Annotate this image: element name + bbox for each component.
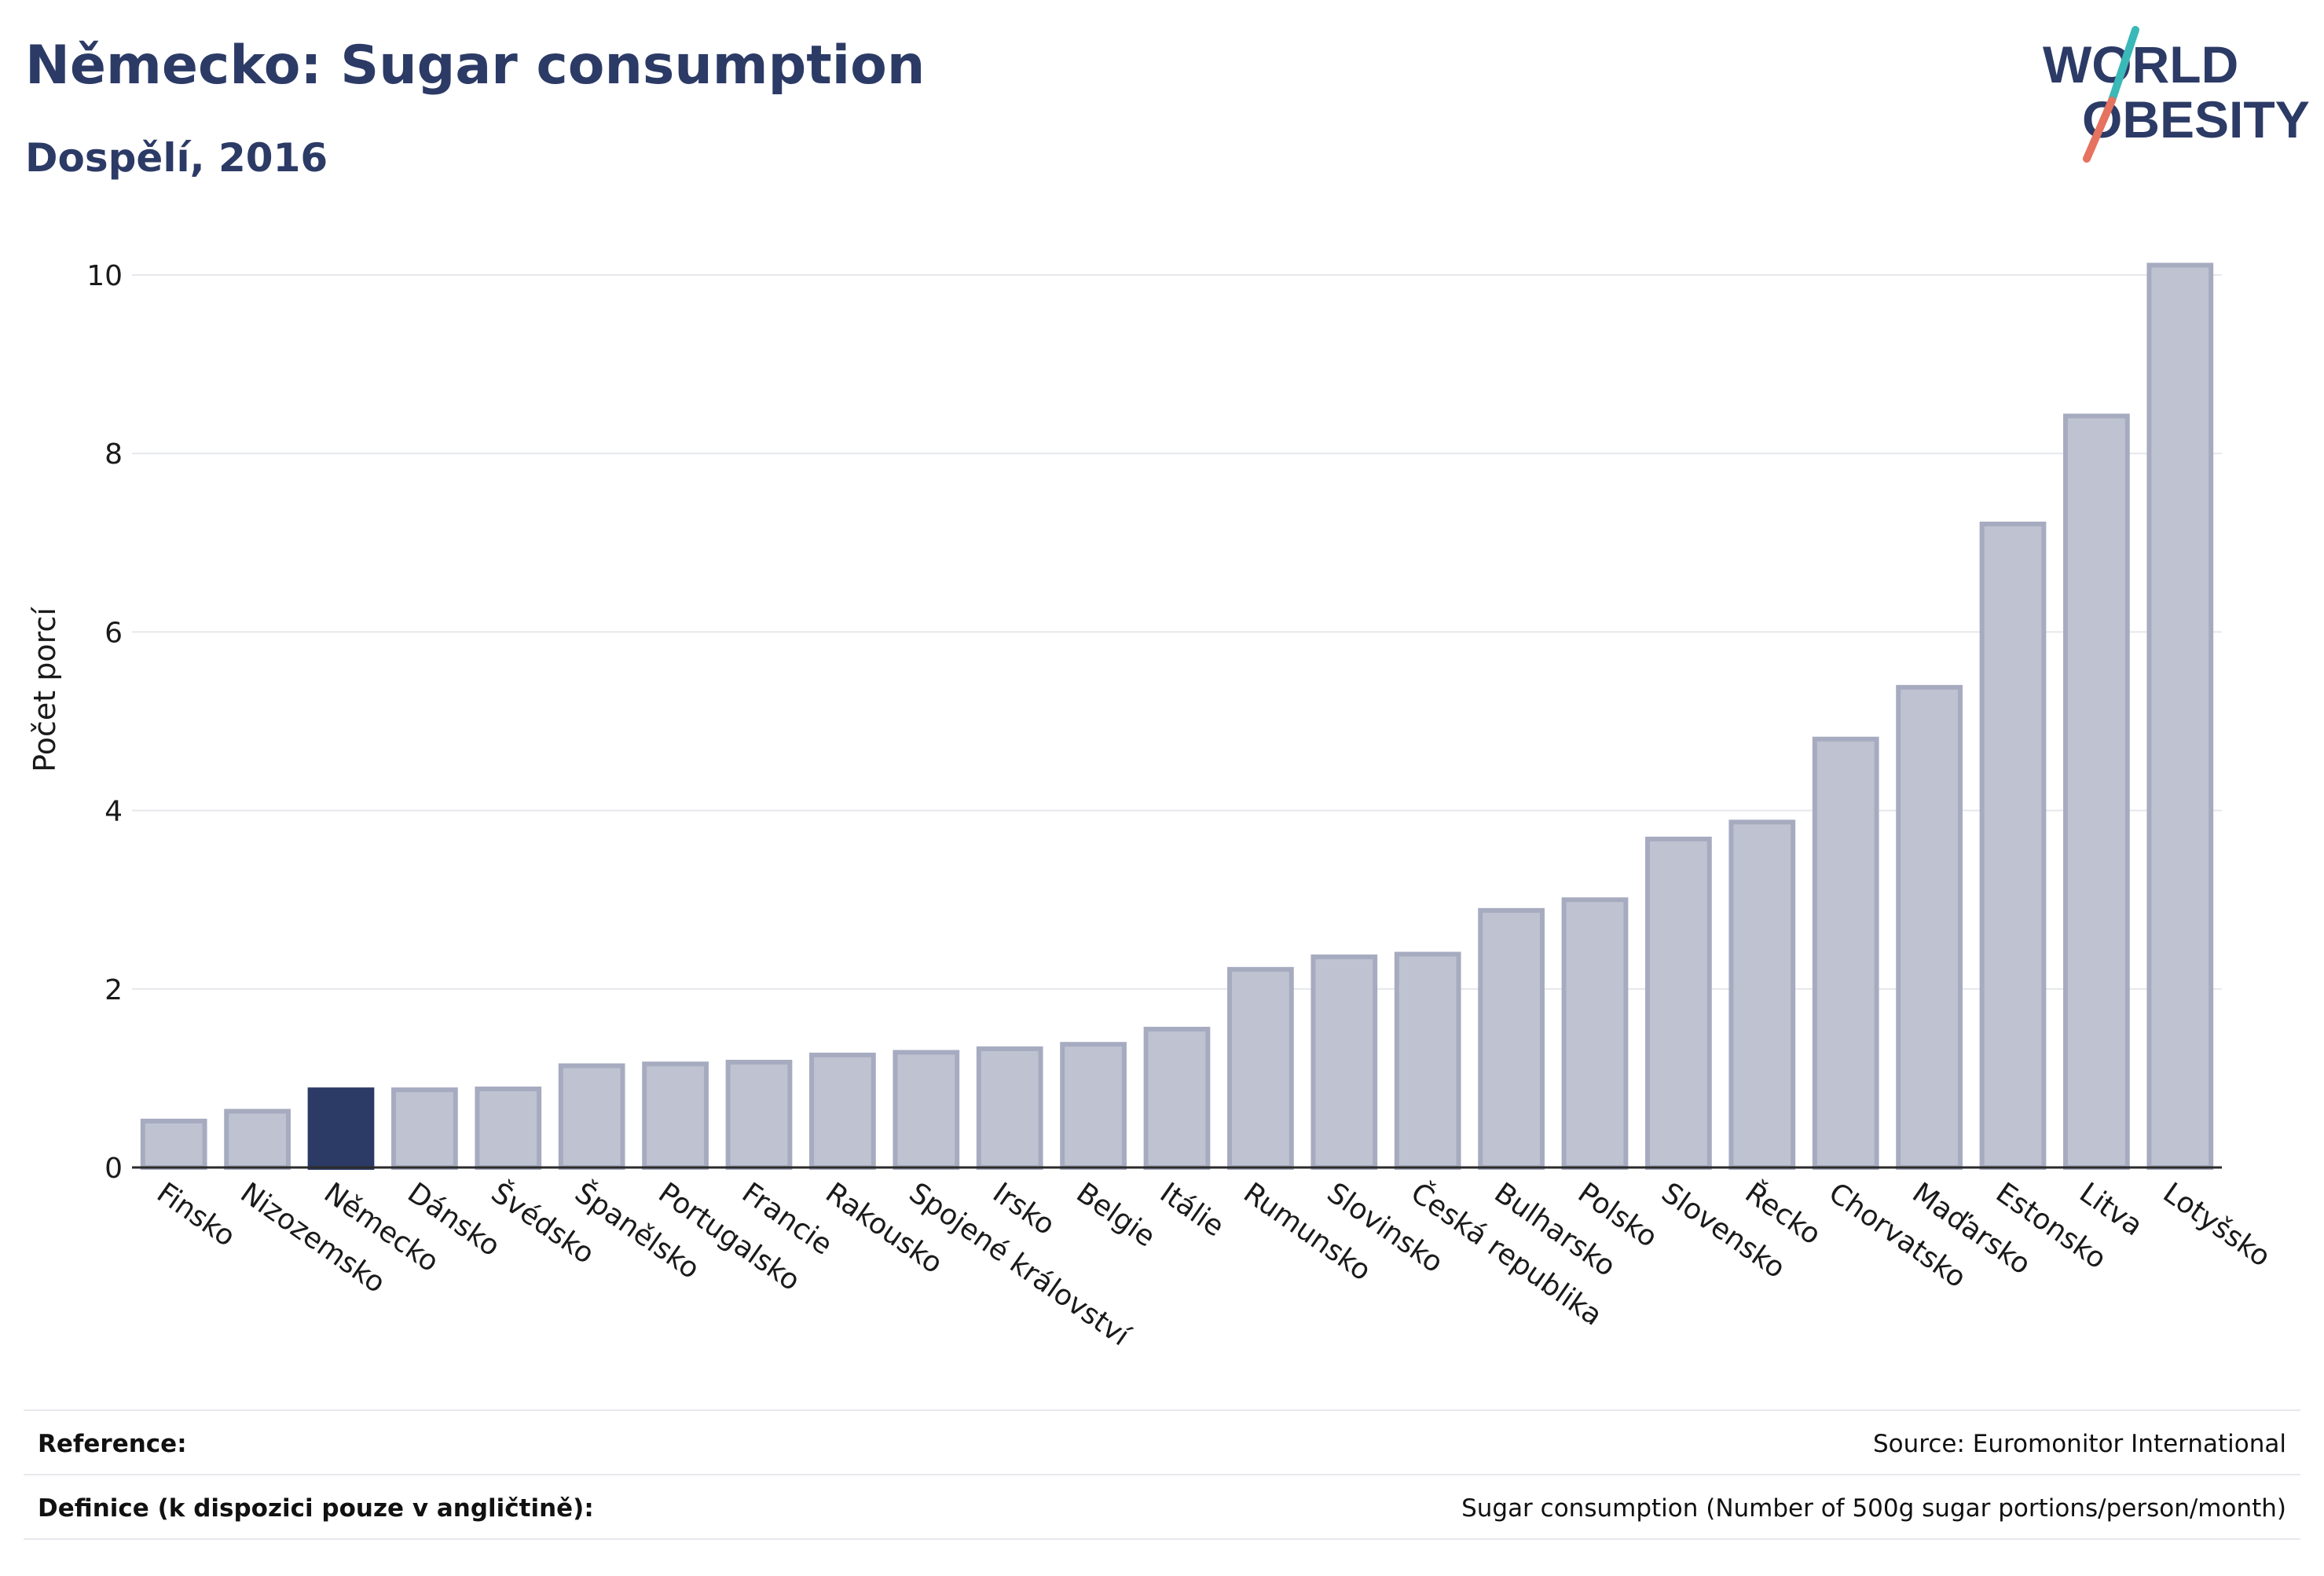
x-tick-label: Finsko xyxy=(151,1177,241,1253)
logo-line2: OBESITY xyxy=(2082,90,2310,148)
definition-label: Definice (k dispozici pouze v angličtině… xyxy=(38,1494,594,1523)
bar xyxy=(475,1087,542,1170)
bar xyxy=(2063,413,2130,1170)
bar xyxy=(1896,684,1963,1170)
bar xyxy=(558,1063,625,1170)
bar xyxy=(1979,521,2047,1170)
bar xyxy=(725,1059,793,1171)
world-obesity-logo: WORLD OBESITY xyxy=(2043,26,2310,163)
bar xyxy=(1812,736,1879,1170)
page-title: Německo: Sugar consumption xyxy=(25,35,926,97)
bar xyxy=(1561,897,1629,1170)
bar xyxy=(1143,1026,1211,1171)
x-tick-label: Portugalsko xyxy=(652,1177,805,1298)
x-tick-label: Nizozemsko xyxy=(234,1177,390,1300)
y-tick-label: 4 xyxy=(104,796,123,828)
bar xyxy=(1645,836,1712,1171)
bar xyxy=(1227,966,1294,1170)
bar xyxy=(1310,954,1378,1171)
y-tick-label: 0 xyxy=(104,1153,123,1185)
bar-chart: 0 2 4 6 8 10 FinskoNizozemskoNěmeckoDánskoŠvé… xyxy=(27,260,2276,1353)
bar xyxy=(642,1061,709,1170)
reference-label: Reference: xyxy=(38,1430,187,1458)
y-tick-label: 8 xyxy=(104,438,123,471)
logo-line1: WORLD xyxy=(2043,35,2238,93)
x-tick-label: Belgie xyxy=(1070,1177,1160,1254)
definition-value: Sugar consumption (Number of 500g sugar … xyxy=(1461,1494,2286,1523)
bar xyxy=(2146,262,2214,1170)
page-subtitle: Dospělí, 2016 xyxy=(25,135,328,181)
y-axis-ticks: 0 2 4 6 8 10 xyxy=(86,260,123,1185)
bar xyxy=(1728,819,1796,1171)
definition-row: Definice (k dispozici pouze v angličtině… xyxy=(24,1474,2300,1538)
y-axis-label: Počet porcí xyxy=(27,607,62,772)
bar xyxy=(1060,1042,1127,1171)
bar xyxy=(1478,907,1545,1171)
bar xyxy=(140,1118,207,1170)
footer-divider xyxy=(24,1538,2300,1540)
bar xyxy=(893,1050,960,1171)
bars xyxy=(140,262,2214,1171)
bar xyxy=(809,1052,876,1171)
reference-row: Reference: Source: Euromonitor Internati… xyxy=(24,1409,2300,1474)
x-axis-labels: FinskoNizozemskoNěmeckoDánskoŠvédskoŠpan… xyxy=(151,1176,2276,1353)
bar xyxy=(391,1087,458,1170)
x-tick-label: Itálie xyxy=(1154,1177,1230,1244)
bar xyxy=(976,1046,1043,1170)
x-tick-label: Lotyšsko xyxy=(2157,1177,2276,1274)
bar xyxy=(1394,951,1461,1170)
y-tick-label: 2 xyxy=(104,974,123,1006)
reference-value: Source: Euromonitor International xyxy=(1872,1430,2286,1458)
y-tick-label: 10 xyxy=(86,260,123,292)
bar xyxy=(224,1109,291,1171)
logo-slash-top xyxy=(2108,26,2139,104)
logo-slash-bottom xyxy=(2083,97,2116,163)
bar xyxy=(307,1087,375,1170)
y-tick-label: 6 xyxy=(104,617,123,649)
